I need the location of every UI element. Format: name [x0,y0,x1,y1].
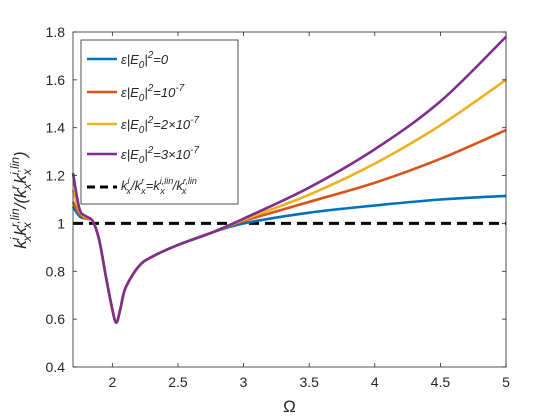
ticks-layer: 2 2.5 3 3.5 4 4.5 5 0.4 0.6 0.8 1 1.2 1.4 1.6 1.8 [46,24,511,390]
legend-label-0: ε|E0|2=0 [121,50,169,71]
x-axis-label: Ω [283,397,296,416]
y-tick-label: 1 [57,215,65,231]
y-tick-label: 1.8 [46,24,66,40]
x-tick-label: 5 [502,374,510,390]
y-axis-label: kixkr,linx/(krxki,linx) [8,151,34,248]
ylabel-k2-sub: x [20,221,34,229]
ylabel-k3-sup: r [8,184,22,189]
legend-swatches [87,57,117,189]
ylabel-k2: k [11,226,30,236]
ylabel-k4-sub: x [20,168,34,176]
x-tick-label: 4 [371,374,379,390]
y-tick-label: 1.6 [46,72,66,88]
ylabel-end: ) [11,151,30,159]
legend-label-3: ε|E0|2=3×10-7 [121,145,199,166]
ylabel-k4-sup: i,lin [8,157,22,175]
axes-box [72,31,507,368]
ylabel-k2-sup: r,lin [8,208,22,227]
ylabel-k1: k [11,239,30,249]
y-tick-label: 0.8 [46,263,66,279]
ylabel-mid: /(k [11,188,30,209]
series-layer [71,35,507,325]
x-tick-label: 3 [240,374,248,390]
ylabel-k1-sup: i [8,237,22,240]
legend-label-1: ε|E0|2=10-7 [121,83,185,104]
series-line-3 [71,35,507,325]
legend-box [80,39,239,205]
y-tick-label: 1.2 [46,168,66,184]
ylabel-k1-sub: x [20,235,34,243]
y-tick-label: 1.4 [46,120,66,136]
x-tick-label: 2.5 [168,374,188,390]
y-tick-label: 0.6 [46,311,66,327]
legend: ε|E0|2=0 ε|E0|2=10-7 ε|E0|2=2×10-7 ε|E0|… [80,39,239,205]
ylabel-k3-sub: x [20,182,34,190]
x-tick-label: 3.5 [299,374,319,390]
y-tick-label: 0.4 [46,359,66,375]
ylabel-k4: k [11,173,30,183]
legend-label-2: ε|E0|2=2×10-7 [121,115,199,136]
x-tick-label: 4.5 [431,374,451,390]
legend-label-4: ki x/kr x=ki,lin x/kr,lin x [121,176,197,196]
x-tick-label: 2 [108,374,116,390]
